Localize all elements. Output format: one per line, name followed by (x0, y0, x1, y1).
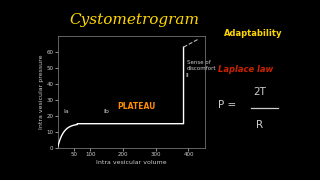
Text: Ia: Ia (63, 109, 69, 114)
Text: PLATEAU: PLATEAU (117, 102, 155, 111)
Text: 2T: 2T (253, 87, 266, 97)
Text: Sense of
discomfort: Sense of discomfort (187, 60, 216, 71)
Text: P =: P = (218, 100, 239, 110)
Y-axis label: Intra vesicular pressure: Intra vesicular pressure (39, 55, 44, 129)
Text: Adaptability: Adaptability (224, 29, 283, 38)
X-axis label: Intra vesicular volume: Intra vesicular volume (96, 159, 166, 165)
Text: Ib: Ib (104, 109, 110, 114)
Text: Cystometrogram: Cystometrogram (69, 13, 199, 27)
Text: R: R (256, 120, 263, 130)
Text: II: II (185, 73, 189, 78)
Text: Laplace law: Laplace law (218, 65, 273, 74)
